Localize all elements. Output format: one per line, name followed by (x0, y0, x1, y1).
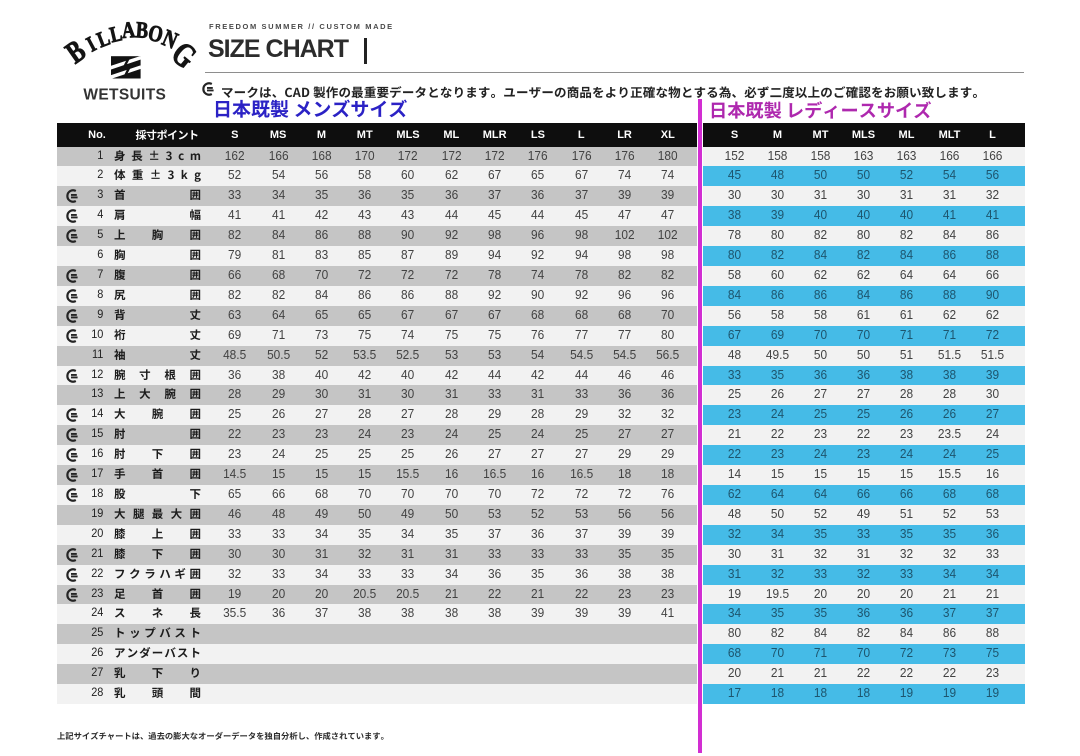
svg-text:O: O (146, 19, 166, 48)
svg-text:WETSUITS: WETSUITS (83, 87, 166, 104)
svg-text:A: A (121, 16, 136, 43)
svg-text:B: B (135, 16, 149, 43)
svg-text:L: L (108, 21, 125, 47)
